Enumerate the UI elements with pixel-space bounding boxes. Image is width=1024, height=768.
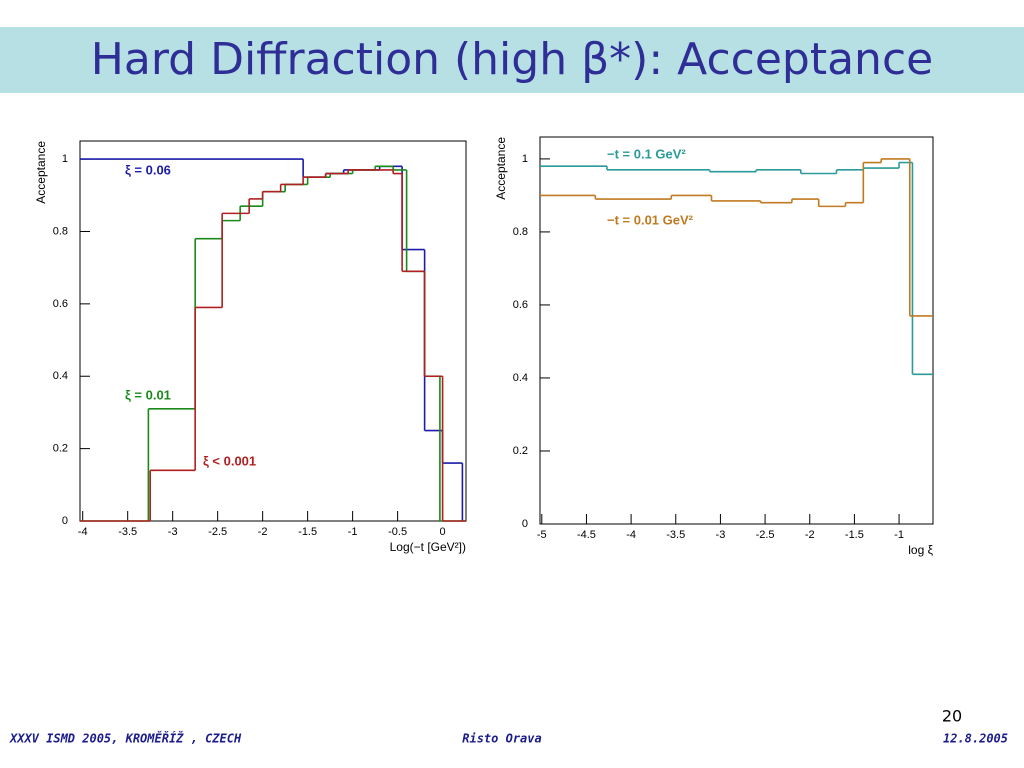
x-tick-label: -4 [78, 526, 88, 538]
footer-center: Risto Orava [462, 732, 541, 746]
x-tick-label: -0.5 [388, 526, 407, 538]
x-tick-label: -4 [626, 529, 636, 541]
series-label: −t = 0.01 GeV² [607, 212, 694, 227]
step-riser [594, 158, 911, 316]
x-tick-label: -2 [805, 529, 815, 541]
series-label: −t = 0.1 GeV² [607, 146, 686, 161]
y-tick-label: 0.2 [53, 443, 68, 455]
series-label: ξ < 0.001 [203, 453, 256, 468]
y-tick-label: 0.2 [513, 445, 528, 457]
x-tick-label: -3 [168, 526, 178, 538]
y-tick-label: 0.8 [513, 226, 528, 238]
x-tick-label: -4.5 [577, 529, 596, 541]
x-tick-label: 0 [440, 526, 446, 538]
x-tick-label: -2 [258, 526, 268, 538]
step-riser [149, 169, 444, 521]
x-tick-label: -3 [716, 529, 726, 541]
y-tick-label: 0.4 [513, 372, 528, 384]
title-band [0, 27, 1024, 93]
plot-frame [79, 140, 467, 522]
x-axis-label: log ξ [908, 543, 933, 557]
x-tick-label: -5 [537, 529, 547, 541]
footer-right: 12.8.2005 [943, 732, 1008, 746]
y-tick-label: 1 [522, 153, 528, 165]
y-tick-label: 1 [62, 153, 68, 165]
plot-frame [539, 136, 934, 525]
y-axis-label: Acceptance [34, 141, 48, 204]
x-tick-label: -1.5 [845, 529, 864, 541]
y-tick-label: 0.4 [53, 370, 68, 382]
y-tick-label: 0.6 [53, 298, 68, 310]
x-tick-label: -3.5 [666, 529, 685, 541]
x-tick-label: -2.5 [756, 529, 775, 541]
y-tick-label: 0 [62, 515, 68, 527]
page-number: 20 [942, 707, 962, 726]
x-tick-label: -1.5 [298, 526, 317, 538]
y-tick-label: 0.8 [53, 225, 68, 237]
x-tick-label: -2.5 [208, 526, 227, 538]
step-riser [606, 162, 914, 375]
x-tick-label: -3.5 [118, 526, 137, 538]
series-label: ξ = 0.01 [125, 387, 171, 402]
y-tick-label: 0.6 [513, 299, 528, 311]
x-tick-label: -1 [894, 529, 904, 541]
y-tick-label: 0 [522, 518, 528, 530]
step-riser [147, 166, 441, 521]
step-riser [302, 159, 464, 521]
y-axis-label: Acceptance [494, 137, 508, 200]
slide-title: Hard Diffraction (high β*): Acceptance [91, 34, 933, 85]
footer-left: XXXV ISMD 2005, KROMĚŘÍŽ , CZECH [9, 731, 242, 746]
x-tick-label: -1 [348, 526, 358, 538]
series-label: ξ = 0.06 [125, 162, 171, 177]
x-axis-label: Log(−t [GeV²]) [390, 540, 466, 554]
